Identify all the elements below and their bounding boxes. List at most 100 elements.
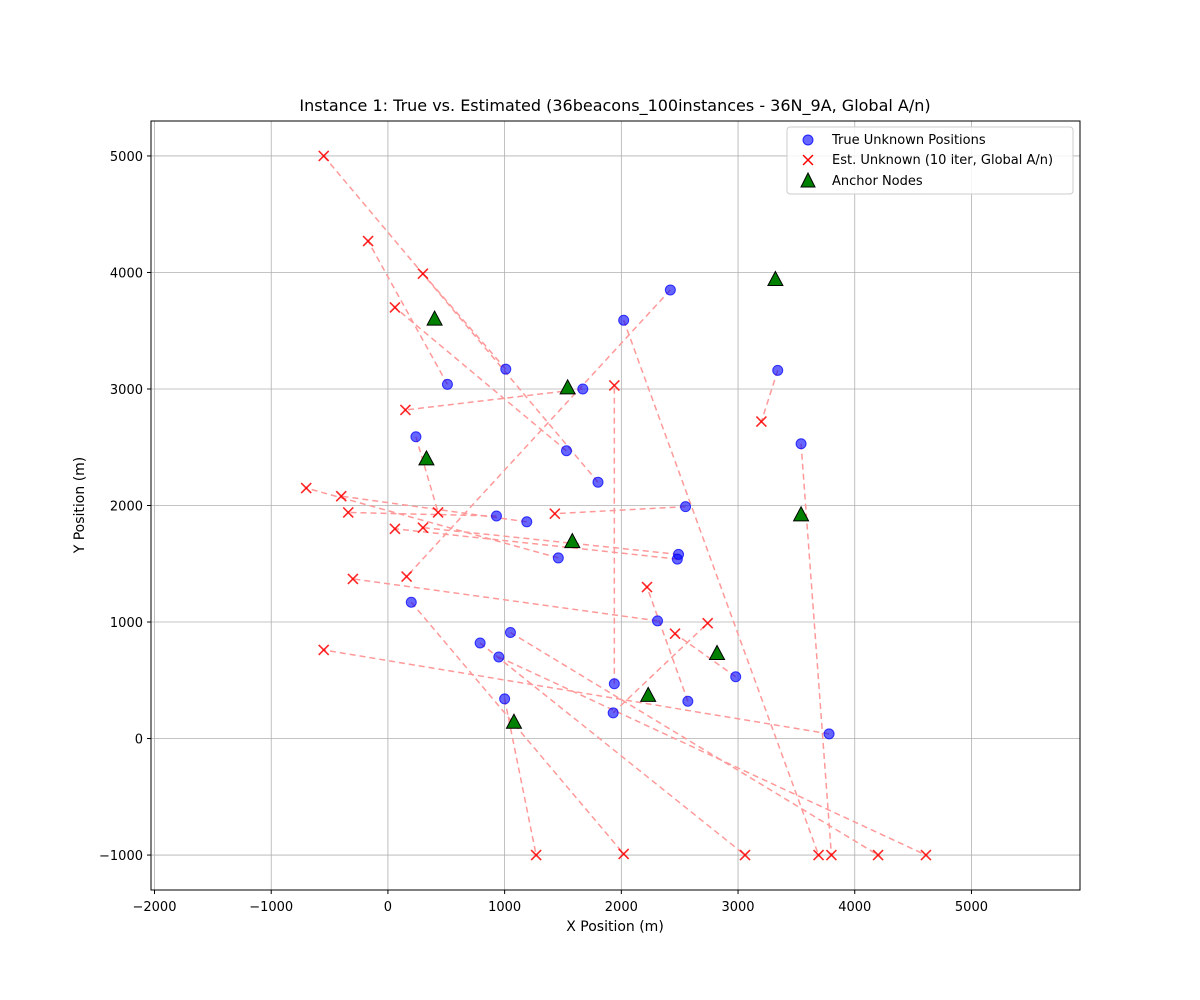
estimated-position-point [739,849,751,861]
true-position-point [490,510,502,522]
true-position-point [405,596,417,608]
y-tick-label: 5000 [110,150,143,165]
anchor-node-point [426,310,443,326]
legend-label-true: True Unknown Positions [831,133,986,148]
estimated-position-point [389,523,401,535]
estimated-positions-series [300,150,932,861]
true-position-point [772,364,784,376]
y-tick-label: −1000 [99,849,143,864]
estimated-position-point [872,849,884,861]
y-tick-label: 4000 [110,266,143,281]
estimated-position-point [335,490,347,502]
legend-box [786,126,1074,195]
true-position-point [664,284,676,296]
error-line [306,487,559,559]
true-position-point [592,476,604,488]
error-line [554,505,686,515]
true-position-point [552,552,564,564]
true-position-point [410,431,422,443]
true-position-point [474,637,486,649]
y-tick-label: 0 [135,733,143,748]
estimated-position-point [399,404,411,416]
true-position-point [671,553,683,565]
true-position-point [652,615,664,627]
error-line [323,155,599,483]
error-line [348,511,497,517]
error-line [323,649,830,735]
estimated-position-point [813,849,825,861]
estimated-position-point [401,571,413,583]
true-position-point [504,627,516,639]
error-line [498,656,927,856]
error-line [352,578,658,622]
true-position-point [682,695,694,707]
x-tick-label: −1000 [249,900,293,915]
legend-label-estimated: Est. Unknown (10 iter, Global A/n) [832,153,1053,168]
anchor-node-point [563,532,581,549]
y-tick-label: 1000 [110,616,143,631]
anchor-node-point [708,644,726,660]
anchor-node-point [505,713,523,729]
estimated-position-point [920,849,932,861]
y-axis-ticks: −1000 0 1000 2000 3000 4000 5000 [99,150,151,864]
grid-lines [151,121,1080,890]
anchor-nodes-series [418,270,810,729]
error-line [394,306,567,452]
anchor-node-point [792,505,810,522]
y-tick-label: 3000 [110,383,143,398]
true-position-point [560,445,572,457]
true-position-point [493,651,505,663]
error-line [646,586,689,702]
true-position-point [499,693,511,705]
x-axis-ticks: −2000 −1000 0 1000 2000 3000 4000 5000 [133,890,988,915]
estimated-position-point [755,416,767,428]
true-position-point [607,707,619,719]
error-line [510,631,879,856]
anchor-node-point [418,449,435,466]
estimated-position-point [300,482,312,494]
estimated-position-point [530,849,542,861]
estimated-position-point [432,506,444,519]
error-line [367,240,449,385]
estimated-position-point [549,508,561,520]
legend-label-anchor: Anchor Nodes [832,174,923,189]
estimated-position-point [825,849,837,861]
error-line [422,526,679,556]
legend-true-marker [802,134,814,146]
true-position-point [577,383,589,395]
x-tick-label: 5000 [955,900,988,915]
estimated-position-point [618,848,630,860]
true-position-point [795,438,807,450]
x-axis-label: X Position (m) [566,919,664,935]
error-line [503,698,537,856]
true-position-point [823,728,835,740]
estimated-position-point [669,628,681,640]
legend-anchor-marker [800,171,816,188]
error-line [674,633,737,678]
estimated-position-point [417,268,429,280]
true-positions-series [405,284,835,740]
true-position-point [500,363,512,375]
x-tick-label: 1000 [488,900,521,915]
error-line [760,370,779,422]
x-tick-label: 3000 [721,900,754,915]
error-line [405,388,583,411]
error-line [394,528,678,560]
true-position-point [608,678,620,690]
true-position-point [521,516,533,528]
estimated-position-point [342,506,354,519]
estimated-position-point [608,379,620,392]
true-position-point [441,378,453,390]
true-position-point [680,501,692,513]
error-line [800,443,833,856]
estimated-position-point [389,301,401,313]
y-axis-label: Y Position (m) [72,457,88,555]
estimated-position-point [318,644,330,656]
x-tick-label: −2000 [133,900,177,915]
error-line [622,319,820,856]
true-position-point [730,671,742,683]
x-tick-label: 4000 [838,900,871,915]
anchor-node-point [559,378,576,395]
estimated-position-point [702,617,714,629]
